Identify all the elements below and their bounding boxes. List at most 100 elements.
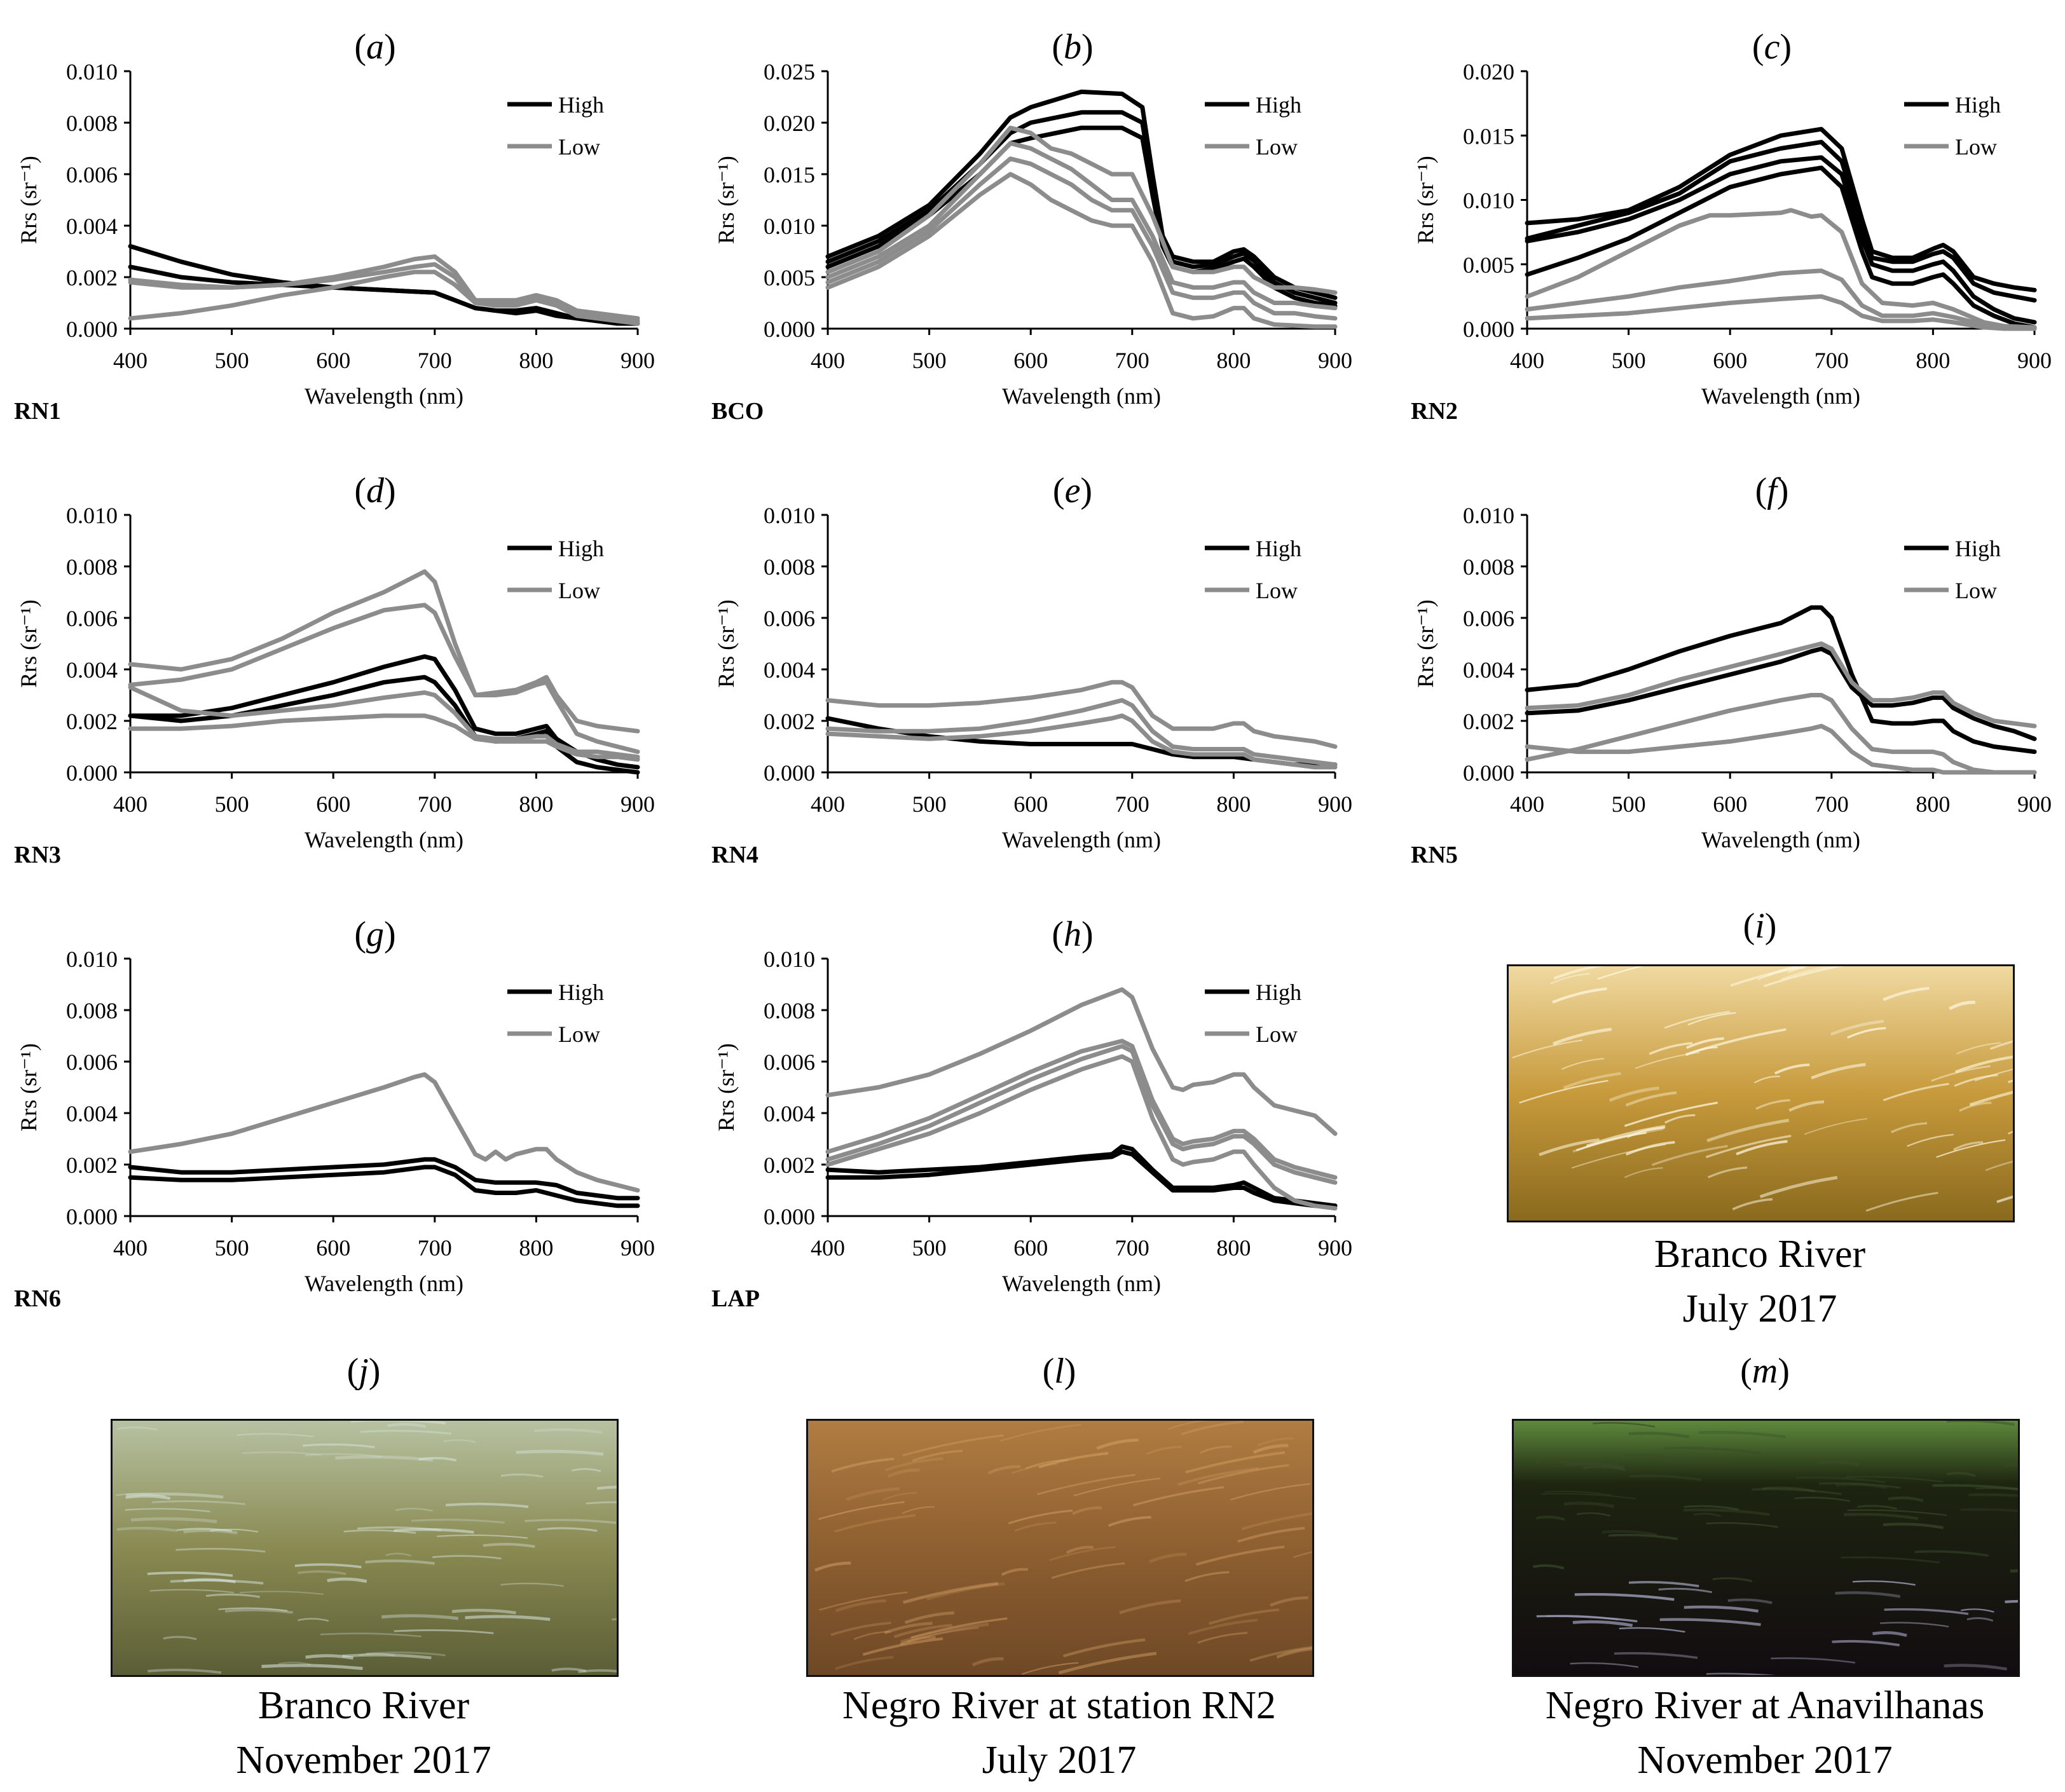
photo-negro-anavilhanas — [1512, 1419, 2020, 1677]
x-axis-label: Wavelength (nm) — [1002, 383, 1161, 409]
panel-letter-text: l — [1054, 1351, 1064, 1391]
series-line-high — [825, 1149, 1338, 1208]
y-tick-label: 0.006 — [1463, 606, 1514, 631]
legend-label-low: Low — [1256, 578, 1298, 603]
x-tick-label: 800 — [519, 791, 553, 817]
station-label: RN2 — [1411, 398, 1458, 425]
x-tick-label: 800 — [1216, 348, 1251, 373]
x-tick-label: 800 — [1216, 791, 1251, 817]
y-tick-label: 0.015 — [764, 162, 815, 188]
series-line-low — [1525, 268, 2037, 331]
x-tick-label: 900 — [2017, 791, 2052, 817]
x-tick-label: 700 — [1115, 1235, 1149, 1261]
x-axis-label: Wavelength (nm) — [1002, 827, 1161, 852]
water-texture — [1512, 966, 2013, 1212]
photo-image — [113, 1421, 617, 1675]
y-tick-label: 0.000 — [1463, 760, 1514, 786]
series-line-low — [128, 262, 640, 324]
y-tick-label: 0.000 — [764, 317, 815, 342]
photo-image — [1514, 1421, 2018, 1675]
y-tick-label: 0.004 — [1463, 657, 1514, 683]
chart-e: (e) 0.000 0.002 0.004 0.006 0.008 0.010 400 500 6… — [711, 471, 1352, 868]
x-tick-label: 600 — [1713, 348, 1747, 373]
series-line-high — [128, 1157, 640, 1201]
caption-line-2: July 2017 — [982, 1739, 1137, 1782]
y-tick-label: 0.010 — [764, 503, 815, 528]
y-tick-label: 0.006 — [764, 1050, 815, 1075]
series-line-low — [825, 1039, 1338, 1180]
legend-label-low: Low — [558, 578, 600, 603]
legend-label-low: Low — [1256, 1022, 1298, 1047]
y-tick-label: 0.004 — [764, 657, 815, 683]
legend-label-high: High — [1256, 536, 1301, 561]
x-tick-label: 400 — [1510, 348, 1544, 373]
y-tick-label: 0.004 — [66, 657, 118, 683]
legend-label-high: High — [1256, 980, 1301, 1005]
series-line-low — [825, 987, 1338, 1136]
caption-line-2: July 2017 — [1682, 1287, 1837, 1330]
caption-line-2: November 2017 — [236, 1739, 491, 1782]
x-axis-label: Wavelength (nm) — [1701, 383, 1860, 409]
y-tick-label: 0.004 — [764, 1101, 815, 1126]
x-tick-label: 800 — [519, 348, 553, 373]
photo-background — [1514, 1421, 2018, 1675]
x-tick-label: 900 — [621, 1235, 655, 1261]
x-tick-label: 600 — [316, 791, 350, 817]
y-tick-label: 0.006 — [66, 1050, 118, 1075]
series-line-low — [825, 680, 1338, 749]
chart-b: (b) 0.000 0.005 0.010 0.015 0.020 0.025 400 500 6… — [711, 27, 1352, 425]
x-axis-label: Wavelength (nm) — [1002, 1271, 1161, 1296]
photo-caption: Branco River July 2017 — [1474, 1227, 2046, 1336]
chart-a: (a) 0.000 0.002 0.004 0.006 0.008 0.010 400 500 6… — [14, 27, 655, 425]
y-axis-label: Rrs (sr⁻¹) — [16, 599, 41, 688]
series-line-low — [128, 603, 640, 755]
water-texture — [1533, 1421, 2018, 1675]
panel-letter: (m) — [1740, 1351, 1790, 1391]
legend-label-low: Low — [1256, 134, 1298, 160]
legend-label-high: High — [558, 536, 604, 561]
caption-line-1: Branco River — [257, 1684, 470, 1727]
series-line-low — [1525, 641, 2037, 728]
panel-letter: (d) — [354, 471, 395, 510]
legend-label-high: High — [1955, 92, 2001, 118]
y-tick-label: 0.000 — [66, 1204, 118, 1229]
panel-letter: (a) — [354, 27, 395, 67]
photo-branco-november — [111, 1419, 619, 1677]
x-tick-label: 800 — [1916, 791, 1950, 817]
photo-background — [113, 1421, 617, 1675]
x-axis-label: Wavelength (nm) — [305, 383, 463, 409]
chart-c: (c) 0.000 0.005 0.010 0.015 0.020 400 500 600 700… — [1411, 27, 2052, 425]
series-line-low — [1525, 693, 2037, 775]
series-line-low — [825, 125, 1338, 295]
panel-letter: (j) — [346, 1351, 381, 1391]
legend-label-low: Low — [558, 1022, 600, 1047]
series-line-high — [1525, 646, 2037, 741]
series-line-low — [1525, 294, 2037, 331]
y-tick-label: 0.004 — [66, 1101, 118, 1126]
photo-negro-rn2 — [806, 1419, 1314, 1677]
legend-label-low: Low — [1955, 134, 1997, 160]
series-line-high — [128, 1165, 640, 1208]
series-line-low — [825, 140, 1338, 311]
y-tick-label: 0.000 — [1463, 317, 1514, 342]
panel-letter-text: m — [1752, 1351, 1778, 1391]
x-tick-label: 700 — [1115, 348, 1149, 373]
y-tick-label: 0.002 — [66, 1152, 118, 1178]
x-tick-label: 700 — [418, 791, 452, 817]
series-line-high — [1525, 155, 2037, 325]
x-tick-label: 900 — [2017, 348, 2052, 373]
station-label: RN3 — [14, 842, 61, 868]
y-tick-label: 0.005 — [764, 265, 815, 291]
y-tick-label: 0.002 — [66, 265, 118, 291]
x-tick-label: 400 — [113, 348, 148, 373]
x-tick-label: 500 — [912, 348, 947, 373]
chart-h: (h) 0.000 0.002 0.004 0.006 0.008 0.010 400 500 6… — [711, 915, 1352, 1312]
y-tick-label: 0.010 — [1463, 188, 1514, 214]
photo-panel-m: (m) Negro River at Anavilhanas November … — [1511, 1351, 2020, 1789]
x-tick-label: 400 — [811, 791, 845, 817]
water-texture — [116, 1421, 617, 1674]
photo-caption: Negro River at Anavilhanas November 2017 — [1479, 1678, 2051, 1788]
legend-label-high: High — [1955, 536, 2001, 561]
x-tick-label: 900 — [1318, 348, 1352, 373]
